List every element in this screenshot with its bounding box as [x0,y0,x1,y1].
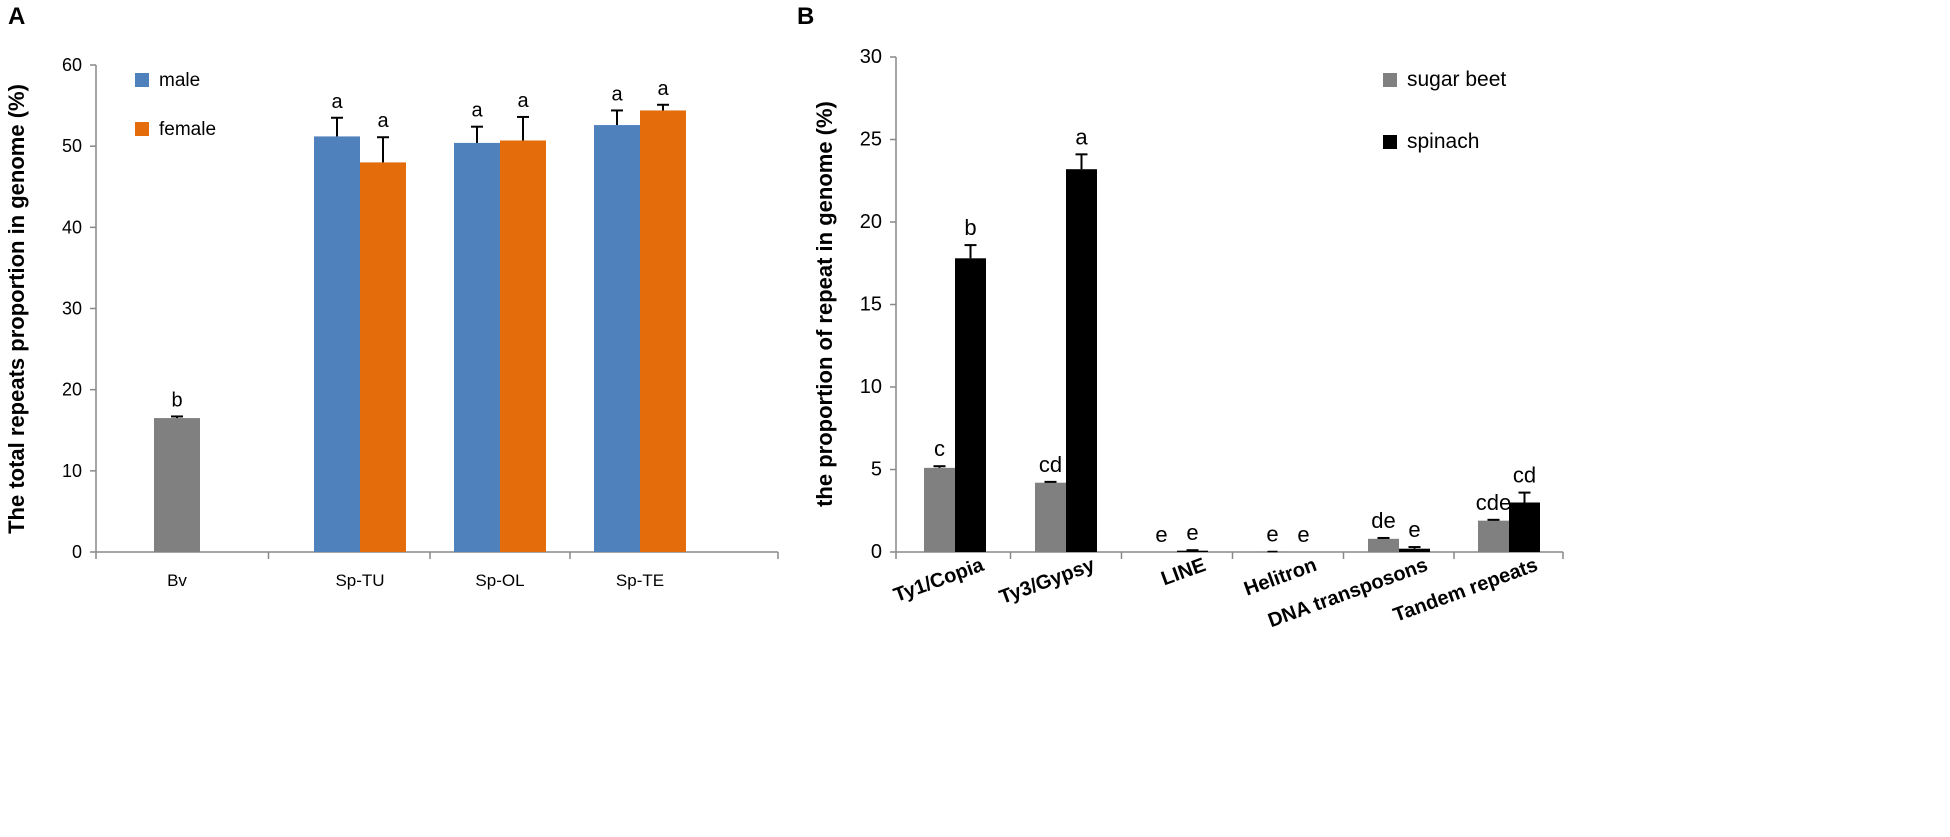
bar-male-sp-tu [314,136,360,552]
bar-bv-bv [154,418,200,552]
x-tick-label-sp-te: Sp-TE [616,571,664,590]
y-axis-label-a: The total repeats proportion in genome (… [4,84,29,534]
x-tick-label-line: LINE [1158,554,1208,590]
y-tick-label: 5 [871,459,882,481]
significance-letter-spinach-tandem-repeats: cd [1513,463,1536,488]
bars-b [924,153,1540,553]
x-tick-label-ty3-gypsy: Ty3/Gypsy [997,554,1099,609]
significance-letter-female-sp-te: a [657,78,669,100]
x-tick-label-bv: Bv [167,571,187,590]
y-tick-label: 30 [62,299,82,319]
x-tick-label-helitron: Helitron [1241,554,1320,601]
legend-a: male female [135,70,216,140]
x-tick-label-sp-tu: Sp-TU [335,571,384,590]
significance-letter-female-sp-ol: a [517,90,529,112]
significance-letter-sugar-beet-dna-transposons: de [1371,508,1395,533]
legend-swatch-female [135,122,149,136]
y-tick-label: 15 [860,294,882,316]
x-tick-label-ty1-copia: Ty1/Copia [891,554,988,607]
significance-letter-male-sp-tu: a [331,91,343,113]
legend-label-sugar-beet: sugar beet [1407,68,1506,91]
panel-label-a: A [8,3,25,30]
significance-letter-male-sp-te: a [611,83,623,105]
panel-label-b: B [797,3,814,30]
significance-letter-female-sp-tu: a [377,110,389,132]
bar-sugar-beet-ty1-copia [924,467,955,552]
y-tick-label: 0 [871,541,882,563]
significance-letter-sugar-beet-line: e [1155,522,1167,547]
y-axis-label-b: the proportion of repeat in genome (%) [812,101,837,507]
significance-letter-spinach-ty1-copia: b [964,215,976,240]
bars-a [154,103,686,553]
y-tick-label: 20 [860,211,882,233]
y-tick-label: 30 [860,46,882,68]
panel-a: A The total repeats proportion in genome… [4,3,779,590]
bar-male-sp-te [594,125,640,553]
significance-letter-sugar-beet-ty3-gypsy: cd [1039,452,1062,477]
significance-letter-bv-bv: b [171,389,182,411]
bar-spinach-line [1177,550,1208,552]
bar-spinach-tandem-repeats [1509,502,1540,552]
axes-a: 0 10 20 30 40 50 60 Bv Sp-TU Sp-OL Sp-TE [62,55,779,590]
y-tick-label: 0 [72,542,82,562]
y-tick-label: 20 [62,380,82,400]
x-tick-label-sp-ol: Sp-OL [475,571,524,590]
legend-swatch-sugar-beet [1383,73,1397,87]
bar-labels-a: b a a a a a a [171,78,669,412]
bar-male-sp-ol [454,142,500,553]
significance-letter-sugar-beet-helitron: e [1266,522,1278,547]
significance-letter-spinach-helitron: e [1297,522,1309,547]
significance-letter-sugar-beet-ty1-copia: c [934,436,945,461]
y-tick-label: 50 [62,136,82,156]
bar-sugar-beet-tandem-repeats [1478,520,1509,552]
significance-letter-male-sp-ol: a [471,100,483,122]
significance-letter-spinach-line: e [1186,520,1198,545]
legend-swatch-spinach [1383,135,1397,149]
legend-b: sugar beet spinach [1383,68,1506,153]
bar-female-sp-te [640,110,686,552]
bar-spinach-ty1-copia [955,258,986,552]
bar-spinach-ty3-gypsy [1066,169,1097,552]
y-tick-label: 60 [62,55,82,75]
significance-letter-spinach-ty3-gypsy: a [1075,124,1088,149]
bar-female-sp-tu [360,162,406,552]
legend-label-female: female [159,119,216,140]
significance-letter-spinach-dna-transposons: e [1408,517,1420,542]
legend-swatch-male [135,73,149,87]
y-tick-label: 10 [62,461,82,481]
y-tick-label: 25 [860,129,882,151]
bar-female-sp-ol [500,140,546,553]
y-tick-label: 40 [62,217,82,237]
panel-b: B the proportion of repeat in genome (%)… [797,3,1564,632]
bar-sugar-beet-ty3-gypsy [1035,482,1066,552]
legend-label-male: male [159,70,200,91]
bar-spinach-dna-transposons [1399,548,1430,552]
y-tick-label: 10 [860,376,882,398]
significance-letter-sugar-beet-tandem-repeats: cde [1476,490,1511,515]
bar-sugar-beet-dna-transposons [1368,538,1399,552]
legend-label-spinach: spinach [1407,130,1479,153]
